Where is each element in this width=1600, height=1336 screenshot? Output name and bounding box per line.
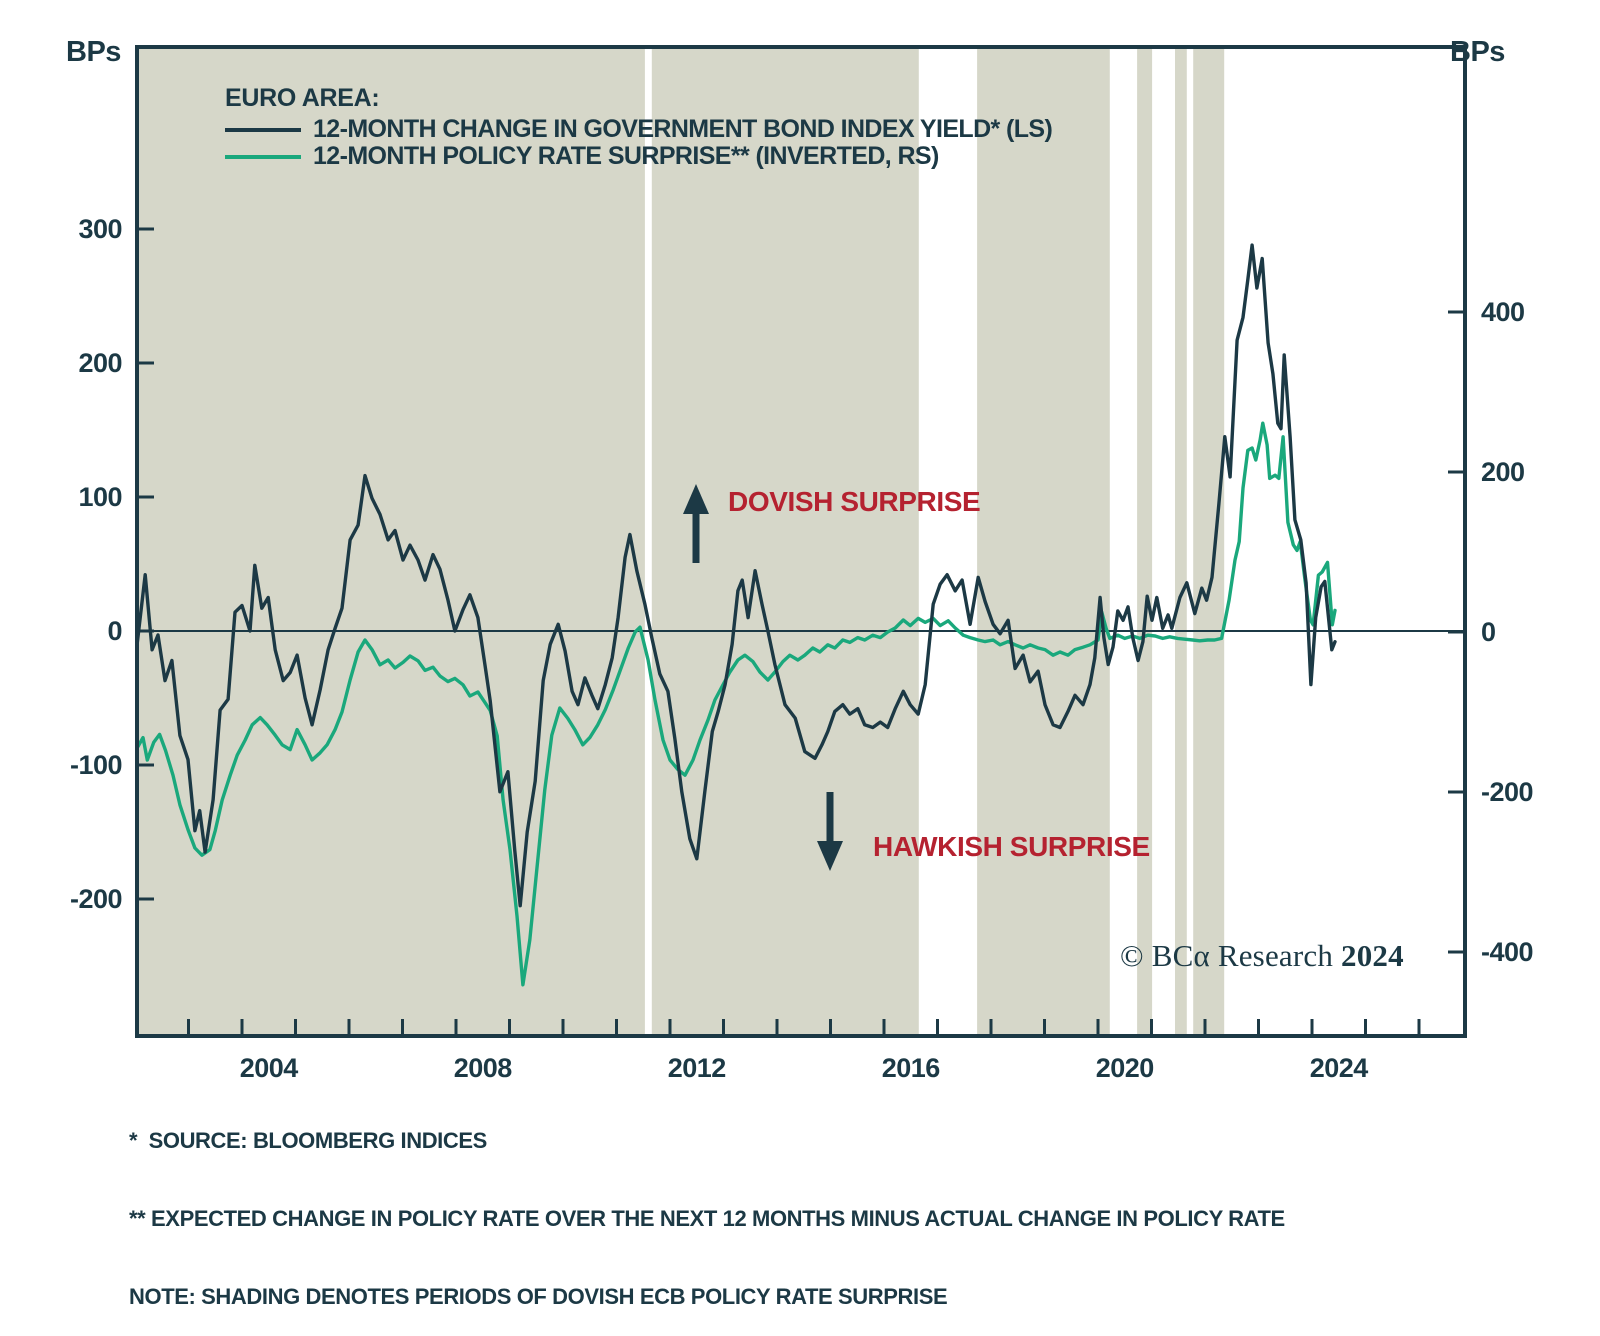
dovish-shading-band — [1175, 47, 1187, 1036]
x-axis-year-label: 2008 — [454, 1053, 513, 1083]
green-line-swatch — [225, 154, 301, 159]
legend-row-policy-surprise: 12-MONTH POLICY RATE SURPRISE** (INVERTE… — [225, 142, 1052, 170]
hawkish-surprise-annotation: HAWKISH SURPRISE — [873, 831, 1150, 862]
bond-yield-change-line — [137, 243, 1337, 908]
footnote-source: * SOURCE: BLOOMBERG INDICES — [129, 1128, 487, 1153]
dovish-up-arrow-head — [683, 484, 709, 514]
footnotes: * SOURCE: BLOOMBERG INDICES ** EXPECTED … — [129, 1076, 1285, 1336]
right-axis-tick-label: 200 — [1481, 457, 1525, 487]
left-axis-tick-label: 300 — [78, 214, 122, 244]
x-axis-year-label: 2016 — [882, 1053, 941, 1083]
footnote-definition: ** EXPECTED CHANGE IN POLICY RATE OVER T… — [129, 1206, 1285, 1231]
legend-label-policy-surprise: 12-MONTH POLICY RATE SURPRISE** (INVERTE… — [313, 142, 939, 170]
right-axis-tick-label: 0 — [1481, 617, 1496, 647]
legend-label-bond-yield: 12-MONTH CHANGE IN GOVERNMENT BOND INDEX… — [313, 115, 1053, 143]
dovish-surprise-annotation: DOVISH SURPRISE — [728, 486, 981, 517]
hawkish-down-arrow-head — [817, 841, 843, 871]
copyright-text: © BCα Research — [1120, 938, 1341, 973]
right-axis-tick-label: -400 — [1481, 937, 1533, 967]
copyright-year: 2024 — [1341, 938, 1404, 973]
right-axis-tick-label: -200 — [1481, 777, 1533, 807]
x-axis-year-label: 2012 — [668, 1053, 726, 1083]
left-axis-unit-label: BPs — [66, 36, 121, 68]
legend-heading: EURO AREA: — [225, 84, 380, 112]
left-axis-tick-label: -200 — [70, 884, 122, 914]
dovish-shading-band — [137, 47, 645, 1036]
legend-row-bond-yield: 12-MONTH CHANGE IN GOVERNMENT BOND INDEX… — [225, 115, 1053, 143]
copyright: © BCα Research 2024 — [1120, 938, 1404, 974]
chart-plot: 2004 2008 2012 2016 2020 2024 300 200 100 0 -100 -2… — [70, 45, 1534, 1083]
left-axis-tick-label: -100 — [70, 750, 122, 780]
footnote-shading: NOTE: SHADING DENOTES PERIODS OF DOVISH … — [129, 1284, 948, 1309]
policy-rate-surprise-line — [137, 421, 1337, 987]
x-axis-year-label: 2004 — [240, 1053, 299, 1083]
dovish-shading-band — [1137, 47, 1153, 1036]
right-axis-unit-label: BPs — [1450, 36, 1505, 68]
dovish-shading-band — [651, 47, 919, 1036]
x-axis-year-label: 2024 — [1310, 1053, 1369, 1083]
right-axis-tick-label: 400 — [1481, 297, 1525, 327]
left-axis-tick-label: 0 — [107, 616, 122, 646]
legend: EURO AREA: 12-MONTH CHANGE IN GOVERNMENT… — [225, 84, 1053, 170]
dovish-shading-band — [977, 47, 1110, 1036]
left-axis-tick-label: 200 — [78, 348, 122, 378]
x-axis-year-label: 2020 — [1096, 1053, 1154, 1083]
chart-page: { "page": { "copyright": { "prefix": "© … — [66, 36, 1534, 1309]
navy-line-swatch — [225, 127, 301, 132]
plot-border — [135, 45, 1467, 1038]
dovish-shading-band — [1193, 47, 1225, 1036]
left-axis-tick-label: 100 — [78, 482, 122, 512]
